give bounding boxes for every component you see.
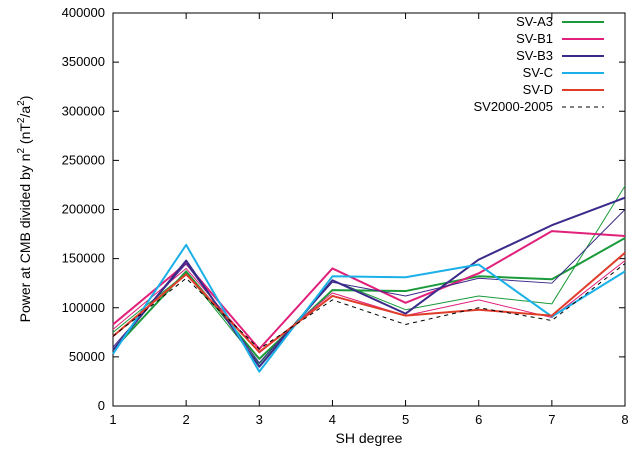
y-tick-label: 200000: [62, 202, 105, 217]
x-tick-label: 5: [402, 412, 409, 427]
y-axis-title-suffix: /a: [17, 106, 33, 118]
x-tick-label: 7: [548, 412, 555, 427]
y-tick-label: 100000: [62, 300, 105, 315]
legend-label-sv-b3: SV-B3: [516, 48, 553, 63]
y-tick-label: 150000: [62, 251, 105, 266]
y-axis-title-sup3: 2: [16, 100, 27, 106]
series-line-sv-a3: [112, 237, 626, 360]
y-axis-title: Power at CMB divided by n2 (nT2/a2): [16, 96, 33, 323]
x-axis-ticks: 1 2 3 4 5 6 7 8: [109, 13, 629, 427]
x-tick-label: 8: [621, 412, 628, 427]
y-tick-label: 350000: [62, 54, 105, 69]
x-axis-title: SH degree: [336, 430, 403, 446]
y-axis-title-sup1: 2: [16, 148, 27, 154]
series-lines: [112, 185, 626, 373]
legend-label-sv2000-2005: SV2000-2005: [473, 99, 553, 114]
series-line-sv-b3: [112, 209, 626, 364]
y-axis-title-end: ): [17, 96, 33, 101]
legend-label-sv-d: SV-D: [523, 82, 553, 97]
y-axis-title-mid: (nT: [17, 123, 33, 148]
legend-label-sv-b1: SV-B1: [516, 31, 553, 46]
y-axis-title-sup2: 2: [16, 117, 27, 123]
y-axis-ticks: 0 50000 100000 150000 200000 250000 300000 3500…: [62, 5, 625, 413]
x-tick-label: 3: [256, 412, 263, 427]
series-line-sv2000-2005: [112, 263, 626, 350]
series-line-sv-b3: [112, 196, 626, 368]
legend: SV-A3 SV-B1 SV-B3 SV-C SV-D SV2000-2005: [473, 14, 604, 114]
y-tick-label: 300000: [62, 103, 105, 118]
x-tick-label: 6: [475, 412, 482, 427]
legend-label-sv-c: SV-C: [523, 65, 553, 80]
x-tick-label: 2: [183, 412, 190, 427]
y-tick-label: 50000: [69, 349, 105, 364]
legend-label-sv-a3: SV-A3: [516, 14, 553, 29]
y-tick-label: 0: [98, 398, 105, 413]
x-tick-label: 1: [109, 412, 116, 427]
series-line-sv-d: [112, 251, 626, 353]
x-tick-label: 4: [329, 412, 336, 427]
y-tick-label: 400000: [62, 5, 105, 20]
y-tick-label: 250000: [62, 152, 105, 167]
y-axis-title-prefix: Power at CMB divided by n: [17, 154, 33, 323]
series-line-sv-c: [112, 243, 626, 373]
